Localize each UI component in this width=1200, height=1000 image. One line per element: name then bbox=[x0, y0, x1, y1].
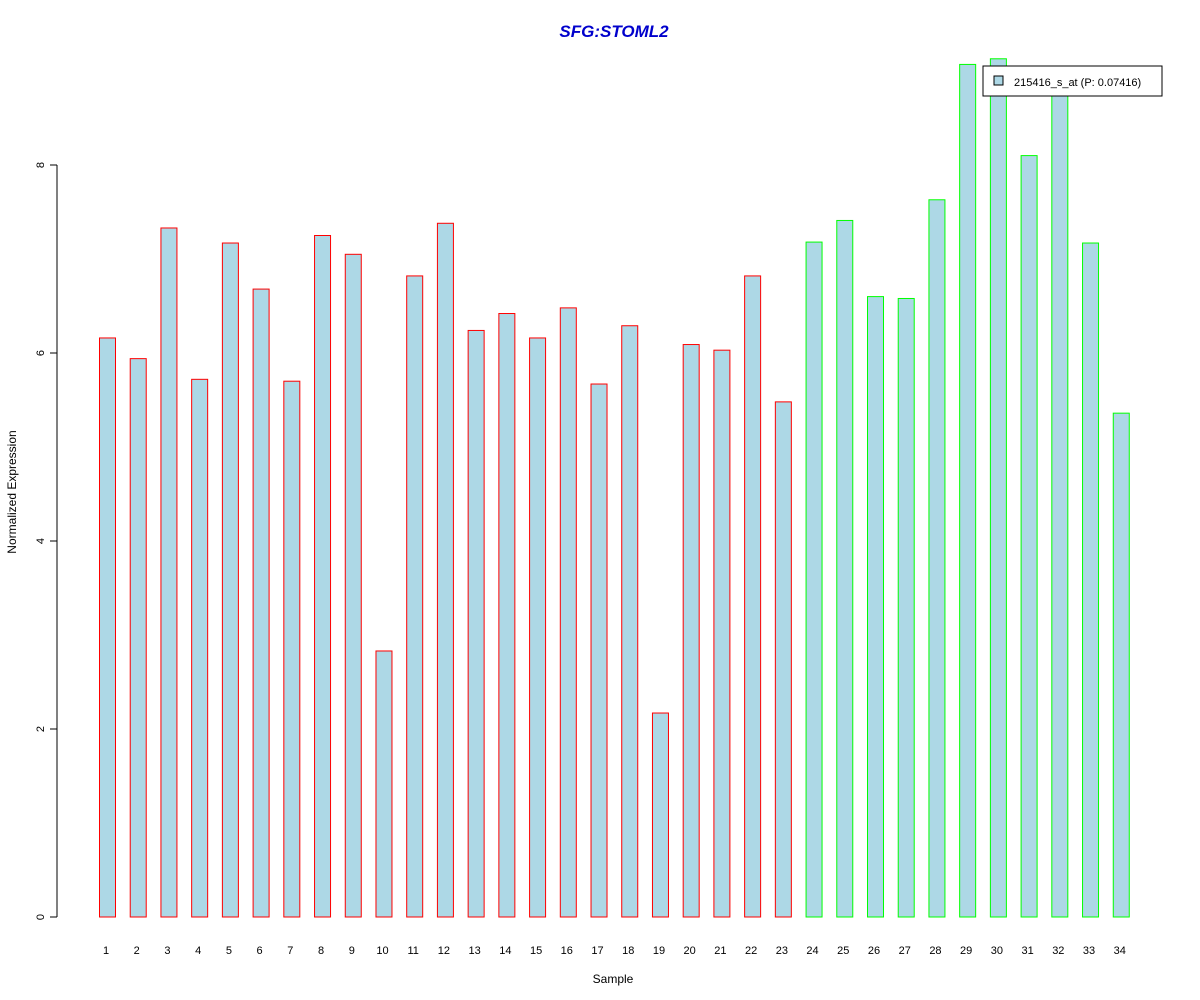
bar-sample-13 bbox=[467, 329, 485, 918]
y-tick-label: 4 bbox=[35, 538, 47, 544]
legend-box bbox=[982, 65, 1163, 97]
x-tick-label: 22 bbox=[745, 945, 757, 957]
x-tick-label: 16 bbox=[561, 945, 573, 957]
x-tick-label: 1 bbox=[103, 945, 109, 957]
y-tick-label: 0 bbox=[35, 914, 47, 920]
bar-sample-16 bbox=[559, 307, 577, 918]
x-tick-label: 30 bbox=[991, 945, 1003, 957]
y-tick-label: 8 bbox=[35, 162, 47, 168]
x-tick-label: 31 bbox=[1021, 945, 1033, 957]
y-axis: 0 2 4 6 8 bbox=[35, 162, 58, 920]
bar-sample-28 bbox=[928, 199, 946, 918]
x-tick-label: 26 bbox=[868, 945, 880, 957]
y-tick-label: 6 bbox=[35, 350, 47, 356]
x-tick-label: 14 bbox=[499, 945, 511, 957]
x-tick-label: 15 bbox=[530, 945, 542, 957]
x-tick-label: 34 bbox=[1114, 945, 1126, 957]
y-axis-label: Normalized Expression bbox=[5, 430, 19, 553]
legend: 215416_s_at (P: 0.07416) bbox=[982, 65, 1163, 97]
bar-sample-34 bbox=[1112, 412, 1130, 918]
bar-sample-32 bbox=[1051, 90, 1069, 918]
x-tick-label: 12 bbox=[438, 945, 450, 957]
legend-label: 215416_s_at (P: 0.07416) bbox=[1014, 77, 1141, 89]
x-tick-label: 32 bbox=[1052, 945, 1064, 957]
bar-sample-22 bbox=[744, 275, 762, 918]
x-tick-label: 18 bbox=[622, 945, 634, 957]
bar-sample-10 bbox=[375, 650, 393, 918]
x-tick-label: 24 bbox=[806, 945, 818, 957]
bar-sample-9 bbox=[344, 253, 362, 918]
x-tick-label: 17 bbox=[591, 945, 603, 957]
bar-sample-31 bbox=[1020, 155, 1038, 918]
x-tick-label: 7 bbox=[287, 945, 293, 957]
bar-sample-33 bbox=[1082, 242, 1100, 918]
bar-sample-30 bbox=[989, 58, 1007, 918]
bar-sample-2 bbox=[129, 358, 147, 918]
x-tick-label: 19 bbox=[653, 945, 665, 957]
bar-sample-29 bbox=[959, 63, 977, 918]
bar-sample-15 bbox=[529, 337, 547, 918]
bar-sample-21 bbox=[713, 349, 731, 918]
x-tick-label: 8 bbox=[318, 945, 324, 957]
bar-sample-24 bbox=[805, 241, 823, 918]
bar-sample-14 bbox=[498, 313, 516, 918]
bar-sample-7 bbox=[283, 380, 301, 918]
x-tick-label: 28 bbox=[929, 945, 941, 957]
bar-sample-17 bbox=[590, 383, 608, 918]
chart-title: SFG:STOML2 bbox=[559, 22, 669, 41]
bars bbox=[99, 58, 1130, 918]
x-tick-label: 29 bbox=[960, 945, 972, 957]
x-tick-label: 13 bbox=[469, 945, 481, 957]
bar-sample-20 bbox=[682, 344, 700, 918]
legend-swatch bbox=[993, 75, 1004, 86]
x-tick-label: 5 bbox=[226, 945, 232, 957]
x-tick-label: 2 bbox=[134, 945, 140, 957]
x-tick-label: 11 bbox=[407, 945, 418, 957]
x-tick-label: 6 bbox=[257, 945, 263, 957]
bar-sample-19 bbox=[651, 712, 669, 918]
bar-sample-5 bbox=[221, 242, 239, 918]
x-tick-label: 10 bbox=[376, 945, 388, 957]
x-tick-label: 9 bbox=[349, 945, 355, 957]
x-axis-tick-labels: 1 2 3 4 5 6 7 8 9 10 11 12 13 14 15 16 17 18 19 20 21 22 23 24 2… bbox=[103, 945, 1126, 957]
x-tick-label: 4 bbox=[195, 945, 201, 957]
bar-sample-23 bbox=[774, 401, 792, 918]
x-axis-label: Sample bbox=[593, 972, 634, 986]
x-tick-label: 3 bbox=[164, 945, 170, 957]
x-tick-label: 23 bbox=[776, 945, 788, 957]
x-tick-label: 27 bbox=[899, 945, 911, 957]
bar-sample-25 bbox=[836, 219, 854, 918]
bar-sample-4 bbox=[191, 378, 209, 918]
bar-sample-11 bbox=[406, 275, 424, 918]
bar-sample-3 bbox=[160, 227, 178, 918]
x-tick-label: 20 bbox=[684, 945, 696, 957]
bar-sample-12 bbox=[436, 222, 454, 918]
bar-sample-18 bbox=[621, 325, 639, 918]
x-tick-label: 33 bbox=[1083, 945, 1095, 957]
bar-sample-1 bbox=[99, 337, 116, 918]
x-tick-label: 25 bbox=[837, 945, 849, 957]
bar-sample-26 bbox=[867, 296, 884, 918]
bar-sample-27 bbox=[897, 297, 915, 918]
bar-sample-6 bbox=[252, 288, 270, 918]
bar-sample-8 bbox=[314, 235, 332, 918]
x-tick-label: 21 bbox=[714, 945, 726, 957]
y-tick-label: 2 bbox=[35, 726, 47, 732]
